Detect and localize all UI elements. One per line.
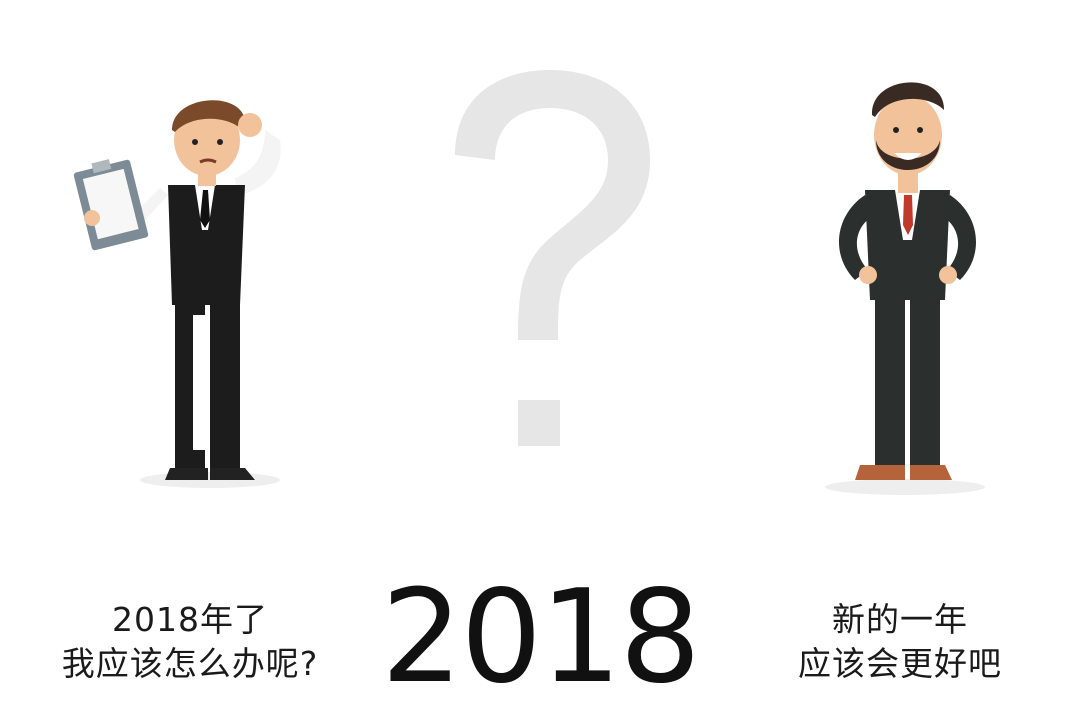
caption-left-line1: 2018年了 bbox=[112, 600, 268, 639]
question-mark-icon bbox=[455, 70, 650, 446]
year-heading: 2018 bbox=[381, 563, 701, 712]
caption-right: 新的一年 应该会更好吧 bbox=[745, 598, 1055, 686]
smiling-man-figure bbox=[825, 82, 985, 495]
caption-right-line1: 新的一年 bbox=[832, 600, 968, 639]
caption-right-line2: 应该会更好吧 bbox=[798, 644, 1002, 683]
caption-left-line2: 我应该怎么办呢? bbox=[61, 644, 319, 683]
confused-man-figure bbox=[73, 100, 281, 488]
caption-left: 2018年了 我应该怎么办呢? bbox=[20, 598, 360, 686]
